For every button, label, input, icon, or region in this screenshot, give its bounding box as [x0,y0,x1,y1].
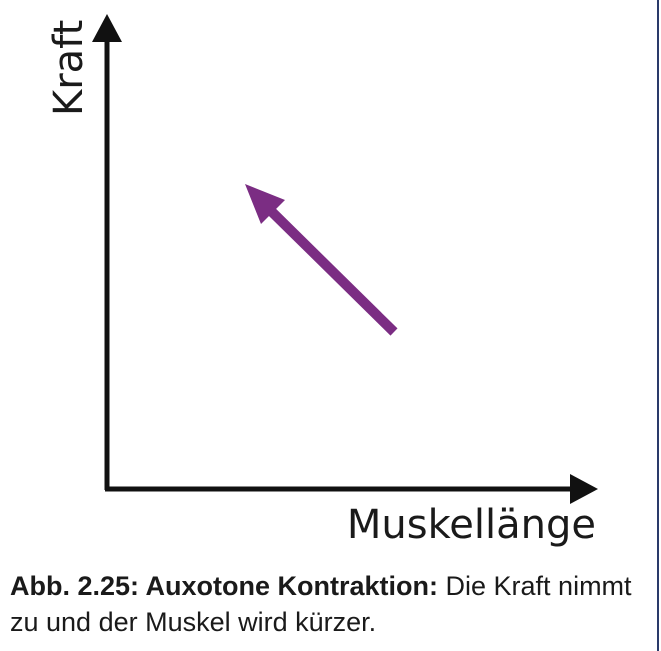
y-axis-arrowhead [92,14,122,42]
y-axis-label: Kraft [46,20,92,116]
figure-caption: Abb. 2.25: Auxotone Kontraktion: Die Kra… [10,568,650,640]
right-border-line [657,0,659,651]
caption-title: Abb. 2.25: Auxotone Kontraktion: [10,571,439,601]
x-axis-label: Muskellänge [347,502,596,548]
caption-text: Die Kraft nimmt zu und der Muskel wird k… [10,571,632,637]
x-axis-arrowhead [570,474,598,504]
contraction-arrow-shaft [264,204,398,336]
contraction-arrowhead [245,184,285,224]
